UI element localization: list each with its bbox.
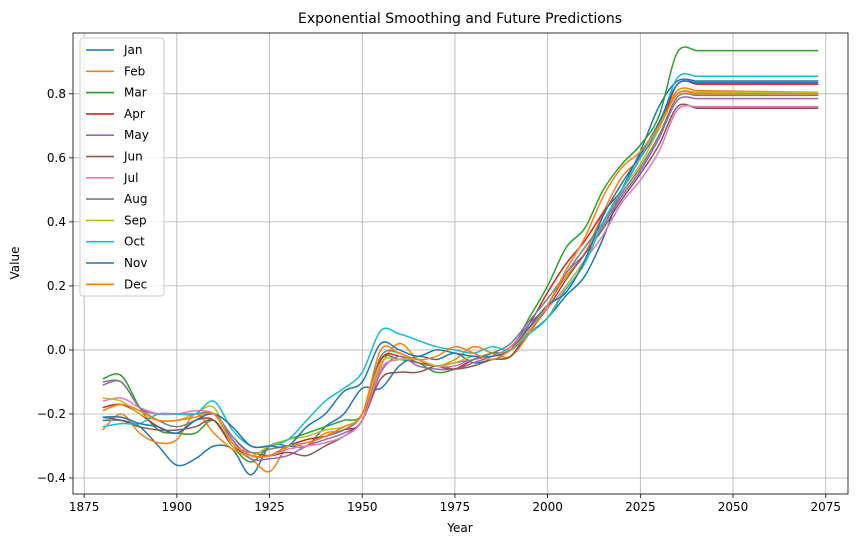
legend-label: Mar [124, 86, 147, 100]
x-tick-label: 1975 [440, 500, 471, 514]
y-tick-label: 0.4 [47, 215, 66, 229]
legend-label: Dec [124, 277, 147, 291]
legend-label: May [124, 128, 149, 142]
x-tick-label: 2050 [718, 500, 749, 514]
x-tick-label: 1925 [254, 500, 285, 514]
x-axis-label: Year [446, 521, 472, 535]
legend-label: Feb [124, 64, 145, 78]
grid [73, 33, 848, 494]
legend-label: Oct [124, 235, 145, 249]
series-line-oct [102, 72, 819, 449]
x-tick-label: 1900 [162, 500, 193, 514]
y-tick-label: 0.0 [47, 343, 66, 357]
y-tick-label: 0.6 [47, 151, 66, 165]
x-tick-label: 2075 [810, 500, 841, 514]
series-line-jan [102, 78, 819, 476]
y-tick-label: −0.4 [37, 471, 66, 485]
legend-label: Aug [124, 192, 147, 206]
plot-lines [102, 46, 819, 476]
chart-title: Exponential Smoothing and Future Predict… [298, 11, 622, 27]
legend-label: Apr [124, 107, 145, 121]
legend: Jan Feb Mar Apr May Jun Jul Aug Sep Oct Nov Dec [79, 37, 165, 297]
x-tick-label: 2000 [532, 500, 563, 514]
plot-frame [72, 32, 849, 495]
legend-label: Jan [123, 43, 143, 57]
legend-label: Jul [123, 171, 138, 185]
x-tick-label: 1875 [69, 500, 100, 514]
series-line-jun [102, 103, 819, 457]
x-tick-label: 2025 [625, 500, 656, 514]
legend-label: Jun [123, 150, 143, 164]
series-line-nov [102, 80, 819, 449]
legend-box [79, 37, 165, 297]
x-tick-label: 1950 [347, 500, 378, 514]
y-axis-label: Value [8, 247, 22, 280]
y-axis: −0.4 −0.2 0.0 0.2 0.4 0.6 0.8 [37, 87, 73, 485]
series-line-dec [102, 90, 819, 458]
y-tick-label: 0.8 [47, 87, 66, 101]
y-tick-label: −0.2 [37, 407, 66, 421]
legend-label: Sep [124, 213, 147, 227]
legend-label: Nov [124, 256, 147, 270]
y-tick-label: 0.2 [47, 279, 66, 293]
x-axis: 1875 1900 1925 1950 1975 2000 2025 2050 2075 [69, 494, 841, 514]
